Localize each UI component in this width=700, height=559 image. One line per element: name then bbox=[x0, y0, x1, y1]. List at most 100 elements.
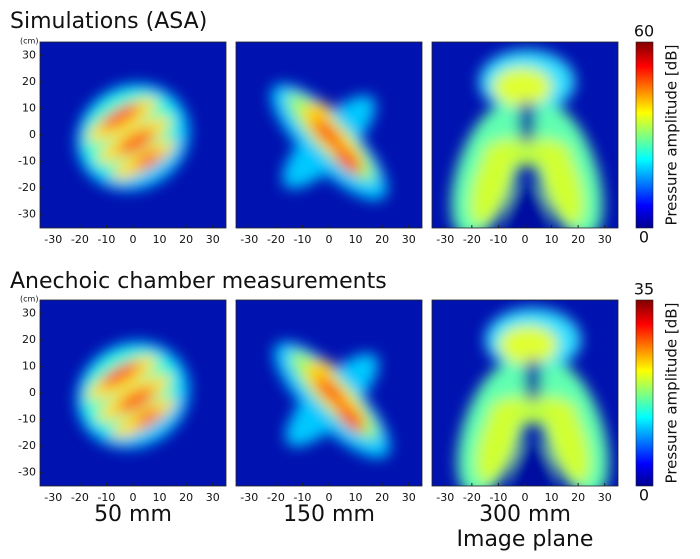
colorbar-label: Pressure amplitude [dB] bbox=[663, 45, 681, 226]
axis-unit: (cm) bbox=[20, 295, 38, 304]
x-tick-label: -30 bbox=[240, 491, 258, 504]
heat-blob bbox=[118, 388, 154, 412]
heat-blob bbox=[519, 100, 535, 144]
x-tick-label: 0 bbox=[130, 233, 137, 246]
heat-blob bbox=[469, 138, 515, 226]
x-tick-label: -20 bbox=[267, 491, 285, 504]
x-tick-label: -30 bbox=[436, 233, 454, 246]
colorbar-max: 60 bbox=[634, 22, 654, 41]
heatmap-field bbox=[76, 341, 190, 449]
heatmap bbox=[40, 42, 226, 228]
heat-blob bbox=[309, 115, 343, 149]
axis-unit: (cm) bbox=[20, 37, 38, 46]
y-tick-label: -10 bbox=[18, 155, 36, 168]
heatmap-field bbox=[457, 308, 609, 486]
x-tick-label: 0 bbox=[522, 233, 529, 246]
y-tick-label: -10 bbox=[18, 413, 36, 426]
y-tick-label: 20 bbox=[22, 333, 36, 346]
y-tick-label: 10 bbox=[22, 101, 36, 114]
x-tick-label: -10 bbox=[293, 491, 311, 504]
heatmap-field bbox=[273, 341, 391, 459]
x-tick-label: -30 bbox=[44, 233, 62, 246]
heat-blob bbox=[525, 358, 541, 402]
heat-blob bbox=[307, 360, 335, 380]
heat-blob bbox=[135, 409, 161, 427]
y-tick-label: 30 bbox=[22, 48, 36, 61]
y-tick-label: -20 bbox=[18, 439, 36, 452]
x-tick-label: -10 bbox=[97, 233, 115, 246]
y-tick-label: -30 bbox=[18, 208, 36, 221]
heatmap-field bbox=[76, 83, 190, 191]
row-title: Anechoic chamber measurements bbox=[10, 269, 387, 294]
x-tick-label: -30 bbox=[44, 491, 62, 504]
heat-blob bbox=[334, 146, 362, 174]
heatmap-field bbox=[270, 83, 388, 201]
heatmap-field bbox=[451, 50, 603, 228]
heat-blob bbox=[492, 67, 552, 107]
x-tick-label: 0 bbox=[130, 491, 137, 504]
x-tick-label: 10 bbox=[545, 233, 559, 246]
colorbar bbox=[635, 41, 654, 229]
x-tick-label: -30 bbox=[436, 491, 454, 504]
x-tick-label: 10 bbox=[349, 233, 363, 246]
x-tick-label: -20 bbox=[463, 233, 481, 246]
colorbar-min: 0 bbox=[639, 228, 649, 247]
heatmap bbox=[236, 300, 422, 486]
x-tick-label: -10 bbox=[293, 233, 311, 246]
x-tick-label: -30 bbox=[240, 233, 258, 246]
heat-blob bbox=[545, 396, 591, 484]
x-tick-label: -20 bbox=[71, 233, 89, 246]
y-tick-label: -20 bbox=[18, 181, 36, 194]
heat-blob bbox=[513, 443, 553, 486]
heat-blob bbox=[507, 185, 547, 228]
x-tick-label: 20 bbox=[179, 233, 193, 246]
x-tick-label: 30 bbox=[402, 233, 416, 246]
heat-blob bbox=[475, 396, 521, 484]
x-tick-label: 30 bbox=[402, 491, 416, 504]
x-tick-label: 20 bbox=[179, 491, 193, 504]
x-tick-label: 10 bbox=[349, 491, 363, 504]
y-tick-label: 0 bbox=[29, 128, 36, 141]
heat-blob bbox=[135, 151, 161, 169]
heat-blob bbox=[100, 361, 140, 387]
heat-blob bbox=[539, 138, 585, 226]
colorbar-max: 35 bbox=[634, 280, 654, 299]
x-tick-label: 10 bbox=[545, 491, 559, 504]
y-tick-label: 0 bbox=[29, 386, 36, 399]
x-tick-label: -10 bbox=[97, 491, 115, 504]
x-tick-label: -10 bbox=[489, 233, 507, 246]
x-tick-label: 0 bbox=[522, 491, 529, 504]
y-tick-label: 20 bbox=[22, 75, 36, 88]
heat-blob bbox=[118, 130, 154, 154]
heat-blob bbox=[337, 404, 365, 432]
row-title: Simulations (ASA) bbox=[10, 9, 207, 34]
heatmap bbox=[236, 42, 422, 228]
y-tick-label: 30 bbox=[22, 306, 36, 319]
x-tick-label: 30 bbox=[206, 491, 220, 504]
x-tick-label: 20 bbox=[571, 233, 585, 246]
column-label: 150 mm bbox=[283, 502, 375, 527]
y-tick-label: -30 bbox=[18, 466, 36, 479]
column-label: 50 mm bbox=[94, 502, 172, 527]
heat-blob bbox=[100, 103, 140, 129]
colorbar-min: 0 bbox=[639, 486, 649, 505]
image-plane-label: Image plane bbox=[457, 527, 594, 552]
x-tick-label: 30 bbox=[206, 233, 220, 246]
heatmap bbox=[432, 42, 618, 228]
x-tick-label: 20 bbox=[571, 491, 585, 504]
heat-blob bbox=[304, 102, 332, 122]
column-label: 300 mm bbox=[479, 502, 571, 527]
heatmap bbox=[40, 300, 226, 486]
x-tick-label: 10 bbox=[153, 233, 167, 246]
x-tick-label: 10 bbox=[153, 491, 167, 504]
heat-blob bbox=[498, 325, 558, 365]
y-tick-label: 10 bbox=[22, 359, 36, 372]
x-tick-label: 0 bbox=[326, 233, 333, 246]
x-tick-label: 20 bbox=[375, 491, 389, 504]
x-tick-label: -20 bbox=[463, 491, 481, 504]
x-tick-label: -20 bbox=[267, 233, 285, 246]
heat-blob bbox=[312, 373, 346, 407]
x-tick-label: -10 bbox=[489, 491, 507, 504]
x-tick-label: 30 bbox=[598, 233, 612, 246]
